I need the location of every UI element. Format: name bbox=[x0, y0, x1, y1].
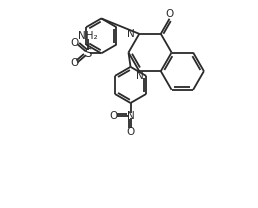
Text: S: S bbox=[84, 47, 92, 60]
Text: N: N bbox=[127, 29, 135, 39]
Text: O: O bbox=[109, 111, 117, 121]
Text: O: O bbox=[165, 9, 174, 19]
Text: NH₂: NH₂ bbox=[78, 31, 98, 41]
Text: O: O bbox=[70, 58, 78, 68]
Text: N: N bbox=[127, 111, 134, 121]
Text: N: N bbox=[136, 71, 144, 81]
Text: O: O bbox=[126, 127, 135, 137]
Text: O: O bbox=[70, 38, 78, 48]
